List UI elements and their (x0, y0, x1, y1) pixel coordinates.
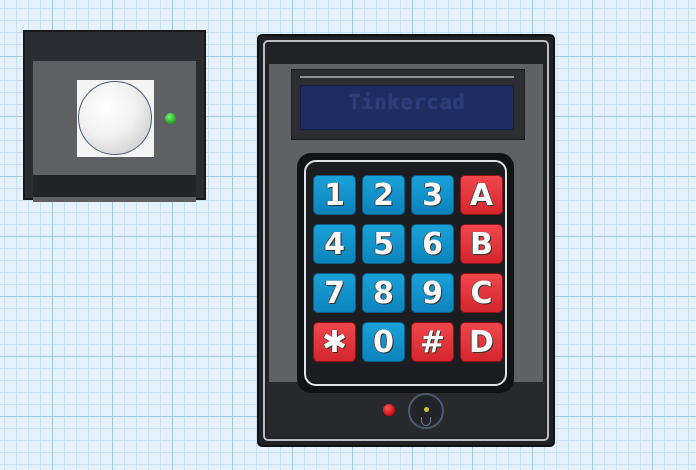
keypad-key-7[interactable]: 7 (313, 273, 356, 313)
keypad-key-hash[interactable]: # (411, 322, 454, 362)
keypad-key-a[interactable]: A (460, 175, 503, 215)
keypad-key-d[interactable]: D (460, 322, 503, 362)
light-sensor-dot (424, 407, 429, 412)
keypad-key-star[interactable]: ✱ (313, 322, 356, 362)
keypad-key-5[interactable]: 5 (362, 224, 405, 264)
lcd-display[interactable]: Tinkercad (300, 85, 514, 130)
lcd-text: Tinkercad (348, 90, 466, 114)
keypad-key-c[interactable]: C (460, 273, 503, 313)
keypad-lcd-device[interactable]: Tinkercad 1 2 3 A 4 5 6 B 7 8 9 C ✱ 0 # D (257, 34, 555, 447)
pir-sensor-dome-icon (78, 81, 152, 155)
red-led-icon (383, 404, 395, 416)
keypad-key-8[interactable]: 8 (362, 273, 405, 313)
pir-sensor-module[interactable] (23, 30, 206, 202)
keypad-key-0[interactable]: 0 (362, 322, 405, 362)
keypad-key-1[interactable]: 1 (313, 175, 356, 215)
keypad: 1 2 3 A 4 5 6 B 7 8 9 C ✱ 0 # D (304, 160, 507, 386)
keypad-key-3[interactable]: 3 (411, 175, 454, 215)
device-rim (263, 40, 549, 441)
keypad-key-2[interactable]: 2 (362, 175, 405, 215)
lcd-frame: Tinkercad (291, 69, 525, 140)
keypad-key-9[interactable]: 9 (411, 273, 454, 313)
pir-sensor-bottom-stripe (33, 175, 196, 197)
keypad-key-4[interactable]: 4 (313, 224, 356, 264)
keypad-key-6[interactable]: 6 (411, 224, 454, 264)
green-led-icon (165, 113, 176, 124)
lcd-frame-line (300, 76, 514, 78)
keypad-key-b[interactable]: B (460, 224, 503, 264)
light-sensor-mark (421, 417, 431, 426)
